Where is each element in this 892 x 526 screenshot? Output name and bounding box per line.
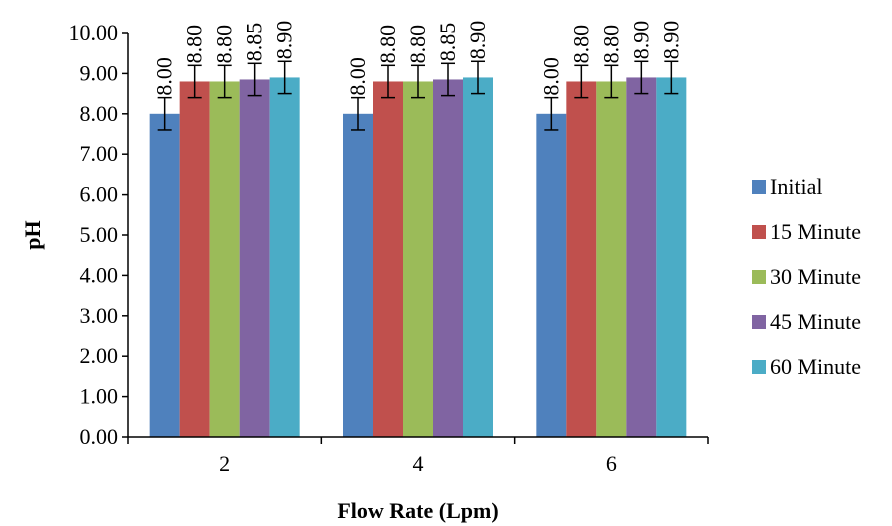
- data-label: 8.00: [345, 57, 370, 96]
- y-tick-label: 5.00: [80, 222, 119, 247]
- x-tick-label: 4: [413, 451, 424, 476]
- legend-swatch: [752, 315, 766, 329]
- bars-layer: [149, 77, 687, 438]
- data-label: 8.80: [568, 25, 593, 64]
- error-bar: [574, 64, 589, 99]
- y-tick-label: 6.00: [80, 182, 119, 207]
- y-tick-label: 8.00: [80, 101, 119, 126]
- bar: [209, 81, 240, 437]
- error-bar: [351, 96, 365, 131]
- data-label: 8.80: [405, 25, 430, 64]
- error-bar: [411, 64, 425, 99]
- bar: [536, 113, 567, 438]
- data-labels-layer: 8.00 8.00 8.008.80 8.80 8.808.80 8.80 8.808.85…: [152, 21, 684, 96]
- x-axis-title: Flow Rate (Lpm): [337, 498, 498, 523]
- bar: [596, 81, 627, 437]
- y-ticks: 0.00 1.00 2.00 3.00 4.00 5.00 6.00 7.00 8.00 9.00…: [69, 20, 128, 449]
- bar: [626, 77, 657, 437]
- bar: [239, 79, 270, 438]
- legend-label: 45 Minute: [770, 309, 861, 334]
- error-bar: [157, 96, 172, 131]
- error-bar: [247, 62, 262, 97]
- data-label: 8.90: [272, 21, 297, 60]
- data-label: 8.00: [152, 57, 177, 96]
- data-label: 8.85: [435, 23, 460, 62]
- data-label: 8.85: [242, 23, 267, 62]
- data-label: 8.90: [658, 21, 683, 60]
- error-bar: [471, 60, 485, 95]
- bar: [433, 79, 463, 438]
- error-bar: [634, 60, 649, 95]
- legend-item: Initial: [752, 174, 823, 199]
- legend-item: 30 Minute: [752, 264, 861, 289]
- legend-swatch: [752, 225, 766, 239]
- bar: [149, 113, 180, 438]
- bar: [179, 81, 210, 437]
- error-bars-layer: [157, 60, 679, 131]
- error-bar: [441, 62, 455, 97]
- y-tick-label: 3.00: [80, 303, 119, 328]
- data-label: 8.80: [182, 25, 207, 64]
- y-tick-label: 1.00: [80, 384, 119, 409]
- error-bar: [277, 60, 292, 95]
- error-bar: [217, 64, 232, 99]
- legend-label: 60 Minute: [770, 354, 861, 379]
- data-label: 8.80: [598, 25, 623, 64]
- error-bar: [664, 60, 679, 95]
- bar: [566, 81, 597, 437]
- legend-swatch: [752, 360, 766, 374]
- data-label: 8.80: [375, 25, 400, 64]
- legend-swatch: [752, 270, 766, 284]
- y-tick-label: 4.00: [80, 262, 119, 287]
- legend-swatch: [752, 180, 766, 194]
- legend-item: 60 Minute: [752, 354, 861, 379]
- data-label: 8.00: [538, 57, 563, 96]
- y-tick-label: 9.00: [80, 60, 119, 85]
- legend-item: 15 Minute: [752, 219, 861, 244]
- x-ticks: 2 4 6: [127, 437, 709, 476]
- data-label: 8.90: [465, 21, 490, 60]
- y-tick-label: 2.00: [80, 343, 119, 368]
- legend-item: 45 Minute: [752, 309, 861, 334]
- x-tick-label: 6: [606, 451, 617, 476]
- y-tick-label: 7.00: [80, 141, 119, 166]
- bar: [656, 77, 687, 437]
- error-bar: [187, 64, 202, 99]
- bar: [463, 77, 493, 437]
- y-tick-label: 10.00: [69, 20, 119, 45]
- x-tick-label: 2: [219, 451, 230, 476]
- data-label: 8.80: [212, 25, 237, 64]
- legend-label: 15 Minute: [770, 219, 861, 244]
- legend-label: 30 Minute: [770, 264, 861, 289]
- legend: Initial 15 Minute 30 Minute 45 Minute 60 Min…: [752, 174, 861, 379]
- legend-label: Initial: [770, 174, 823, 199]
- bar: [403, 81, 433, 437]
- bar: [269, 77, 300, 437]
- data-label: 8.90: [628, 21, 653, 60]
- error-bar: [604, 64, 619, 99]
- bar: [343, 113, 373, 438]
- bar: [373, 81, 403, 437]
- error-bar: [381, 64, 395, 99]
- error-bar: [544, 96, 559, 131]
- y-axis-title: pH: [20, 220, 45, 249]
- y-tick-label: 0.00: [80, 424, 119, 449]
